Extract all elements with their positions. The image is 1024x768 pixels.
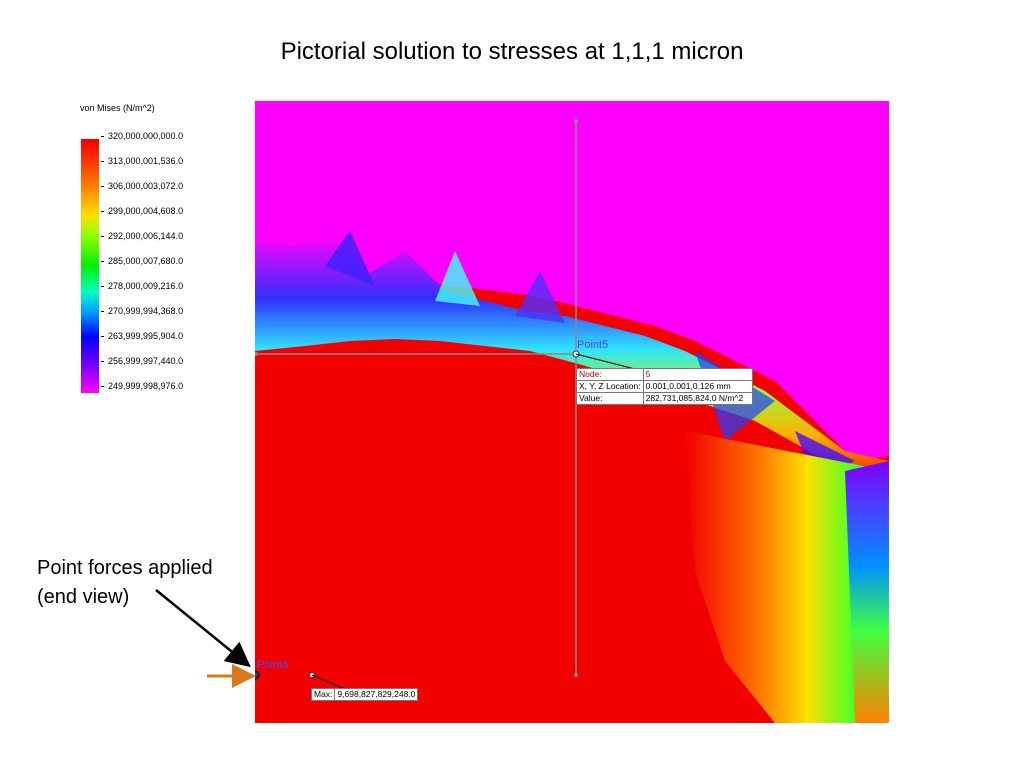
contour-transition-band <box>255 236 889 486</box>
stress-contour-svg <box>255 101 889 723</box>
probe-endpoint <box>574 673 578 677</box>
point5-label: Point5 <box>577 339 609 351</box>
legend-tick-label: 299,000,004,608.0 <box>101 206 183 216</box>
legend-tick-label: 263,999,995,904.0 <box>101 331 183 341</box>
contour-right-region <box>685 431 889 723</box>
contour-facet <box>435 251 480 306</box>
legend-tick-label: 292,000,006,144.0 <box>101 231 183 241</box>
legend-tick-label: 285,000,007,680.0 <box>101 256 183 266</box>
annotation-line-1: Point forces applied <box>37 557 213 579</box>
legend-tick-label: 249,999,998,976.0 <box>101 381 183 391</box>
slide-title: Pictorial solution to stresses at 1,1,1 … <box>280 38 744 65</box>
stress-contour-plot[interactable] <box>255 101 889 723</box>
legend-tick-label: 320,000,000,000.0 <box>101 131 183 141</box>
legend-tick-label: 278,000,009,216.0 <box>101 281 183 291</box>
contour-facet <box>325 231 375 286</box>
probe-value-value: 282,731,085,824.0 N/m^2 <box>642 392 753 405</box>
legend-tick-label: 256,999,997,440.0 <box>101 356 183 366</box>
max-leader-line <box>311 674 346 690</box>
annotation-line-2: (end view) <box>37 586 130 608</box>
probe-info-box: Node: 5 X, Y, Z Location: 0.001,0.001,0.… <box>576 368 753 405</box>
legend-title: von Mises (N/m^2) <box>80 103 155 113</box>
point5-leader-line <box>575 353 636 370</box>
legend-color-bar <box>81 139 99 393</box>
max-info-box: Max: 9,698,827,829,248.0 <box>310 688 419 701</box>
probe-endpoint <box>255 352 258 356</box>
legend-tick-label: 306,000,003,072.0 <box>101 181 183 191</box>
force-annotation: Point forces applied (end view) <box>37 554 213 612</box>
probe-value-label: Value: <box>576 392 644 405</box>
legend-tick-label: 313,000,001,536.0 <box>101 156 183 166</box>
contour-right-edge <box>845 461 889 723</box>
point4-label: Point4 <box>257 659 289 671</box>
max-label: Max: <box>310 688 336 701</box>
legend-tick-label: 270,999,994,368.0 <box>101 306 183 316</box>
max-value: 9,698,827,829,248.0 <box>334 688 419 701</box>
probe-endpoint <box>574 119 578 123</box>
legend-ticks: 320,000,000,000.0 313,000,001,536.0 306,… <box>101 131 261 391</box>
contour-low-region <box>255 101 889 461</box>
annotation-pointer-arrow <box>155 589 251 668</box>
color-legend: von Mises (N/m^2) 320,000,000,000.0 313,… <box>80 103 260 403</box>
contour-facet <box>515 271 565 323</box>
